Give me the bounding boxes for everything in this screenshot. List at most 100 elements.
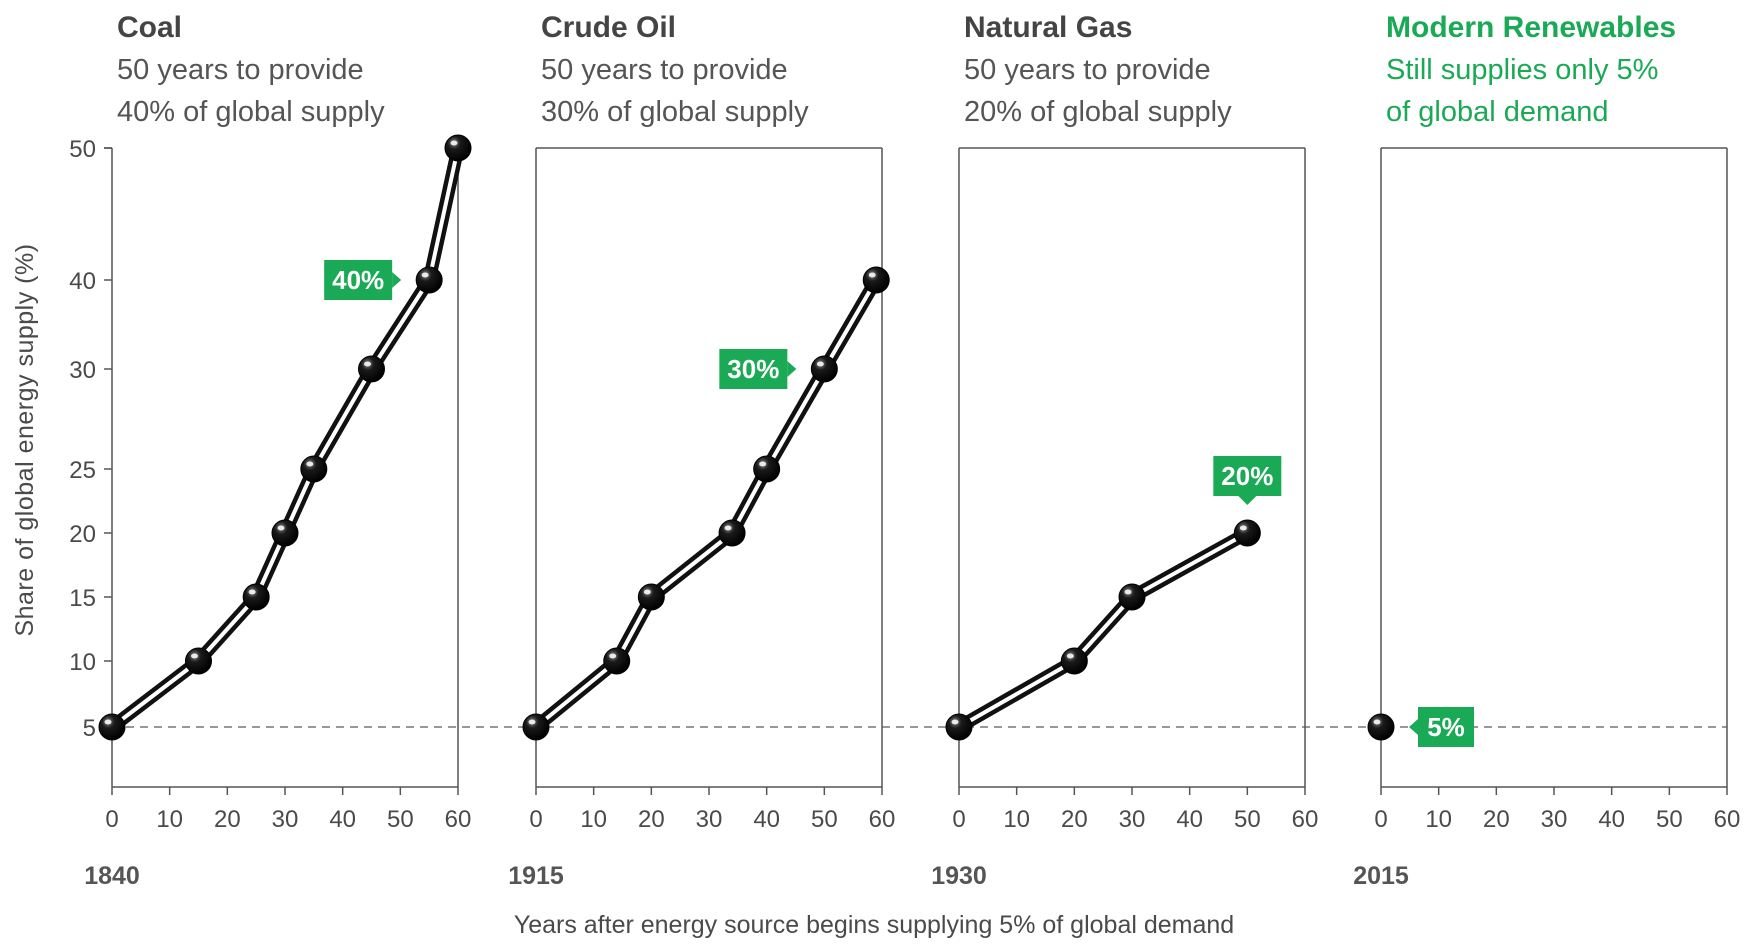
annotation-label: 40% [332, 265, 384, 295]
data-point [1060, 647, 1088, 675]
x-tick-label: 20 [638, 806, 665, 833]
panel-title: Crude Oil [541, 11, 676, 44]
annotation-badge [324, 260, 393, 300]
panel-start-year: 1915 [508, 862, 564, 890]
panel-subtitle-line: Still supplies only 5% [1386, 54, 1658, 86]
y-tick-label: 5 [83, 715, 96, 742]
data-point [810, 355, 838, 383]
data-point-highlight [643, 589, 651, 595]
panel-start-year: 1840 [84, 862, 140, 890]
x-tick-label: 60 [1714, 806, 1741, 833]
x-tick-label: 60 [869, 806, 896, 833]
series-line-outer [105, 141, 465, 734]
y-tick-label: 15 [69, 585, 96, 612]
y-tick-label: 10 [69, 649, 96, 676]
data-point-highlight [1239, 525, 1247, 531]
series-line-inner [957, 531, 1250, 729]
x-axis-label: Years after energy source begins supplyi… [514, 911, 1234, 939]
annotation-pointer [787, 361, 797, 377]
data-point-highlight [1066, 653, 1074, 659]
panel-subtitle-line: 40% of global supply [117, 96, 385, 128]
data-point-highlight [868, 272, 876, 278]
x-tick-label: 10 [1425, 806, 1452, 833]
series-line-inner [110, 146, 460, 729]
x-tick-label: 20 [1061, 806, 1088, 833]
series-line-outer [529, 273, 883, 734]
data-point-highlight [104, 719, 112, 725]
annotation-pointer [1238, 496, 1257, 505]
x-tick-label: 10 [1003, 806, 1030, 833]
x-tick-label: 50 [811, 806, 838, 833]
x-tick-label: 50 [1234, 806, 1261, 833]
y-tick-label: 40 [69, 268, 96, 295]
x-tick-label: 50 [1656, 806, 1683, 833]
data-point [1118, 583, 1146, 611]
data-point-highlight [724, 525, 732, 531]
y-tick-label: 30 [69, 357, 96, 384]
data-point [718, 519, 746, 547]
x-tick-label: 30 [272, 806, 299, 833]
data-point-highlight [277, 525, 285, 531]
y-axis-label: Share of global energy supply (%) [11, 243, 39, 636]
panel-subtitle-line: 50 years to provide [541, 54, 788, 86]
panel-subtitle-line: 50 years to provide [117, 54, 364, 86]
x-tick-label: 0 [105, 806, 118, 833]
data-point [271, 519, 299, 547]
panel-title: Modern Renewables [1386, 11, 1676, 44]
y-tick-label: 25 [69, 457, 96, 484]
data-point-highlight [421, 272, 429, 278]
x-tick-label: 30 [1119, 806, 1146, 833]
data-point [603, 647, 631, 675]
x-tick-label: 20 [214, 806, 241, 833]
annotation-badge [1418, 707, 1474, 747]
x-tick-label: 0 [1374, 806, 1387, 833]
x-tick-label: 30 [696, 806, 723, 833]
panel-crude-oil: Crude Oil 50 years to provide 30% of globa… [508, 11, 895, 890]
x-tick-label: 60 [1292, 806, 1319, 833]
data-point-highlight [248, 589, 256, 595]
x-tick-label: 60 [445, 806, 472, 833]
data-point-highlight [816, 361, 824, 367]
data-point-highlight [951, 719, 959, 725]
data-point [862, 266, 890, 294]
panel-title: Coal [117, 11, 182, 44]
data-point [444, 134, 472, 162]
annotation-label: 5% [1427, 712, 1465, 742]
y-tick-label: 50 [69, 136, 96, 163]
data-point [637, 583, 665, 611]
data-point [242, 583, 270, 611]
panel-title: Natural Gas [964, 11, 1132, 44]
series-line-inner [534, 278, 879, 729]
data-point [185, 647, 212, 675]
data-point [415, 266, 443, 294]
data-point [300, 455, 328, 483]
y-tick-label: 20 [69, 521, 96, 548]
x-tick-label: 40 [1598, 806, 1625, 833]
panel-start-year: 1930 [931, 862, 987, 890]
panel-subtitle-line: of global demand [1386, 96, 1609, 128]
data-point [753, 455, 781, 483]
data-point [1367, 713, 1395, 741]
x-tick-label: 40 [753, 806, 780, 833]
annotation-label: 20% [1221, 461, 1273, 491]
x-tick-label: 10 [156, 806, 183, 833]
annotation-label: 30% [727, 354, 779, 384]
annotation-badge [719, 349, 788, 389]
panel-coal: Coal 50 years to provide 40% of global sup… [84, 11, 472, 890]
x-tick-label: 20 [1483, 806, 1510, 833]
data-point [522, 713, 550, 741]
x-tick-label: 40 [329, 806, 356, 833]
data-point-highlight [609, 653, 617, 659]
x-tick-label: 50 [387, 806, 414, 833]
panel-modern-renewables: Modern Renewables Still supplies only 5% o… [1353, 11, 1740, 890]
panel-subtitle-line: 20% of global supply [964, 96, 1232, 128]
panel-subtitle-line: 30% of global supply [541, 96, 809, 128]
data-point [358, 355, 385, 383]
data-point-highlight [1373, 719, 1381, 725]
data-point-highlight [450, 140, 458, 146]
data-point-highlight [364, 361, 371, 367]
x-tick-label: 40 [1176, 806, 1203, 833]
x-tick-label: 0 [529, 806, 542, 833]
